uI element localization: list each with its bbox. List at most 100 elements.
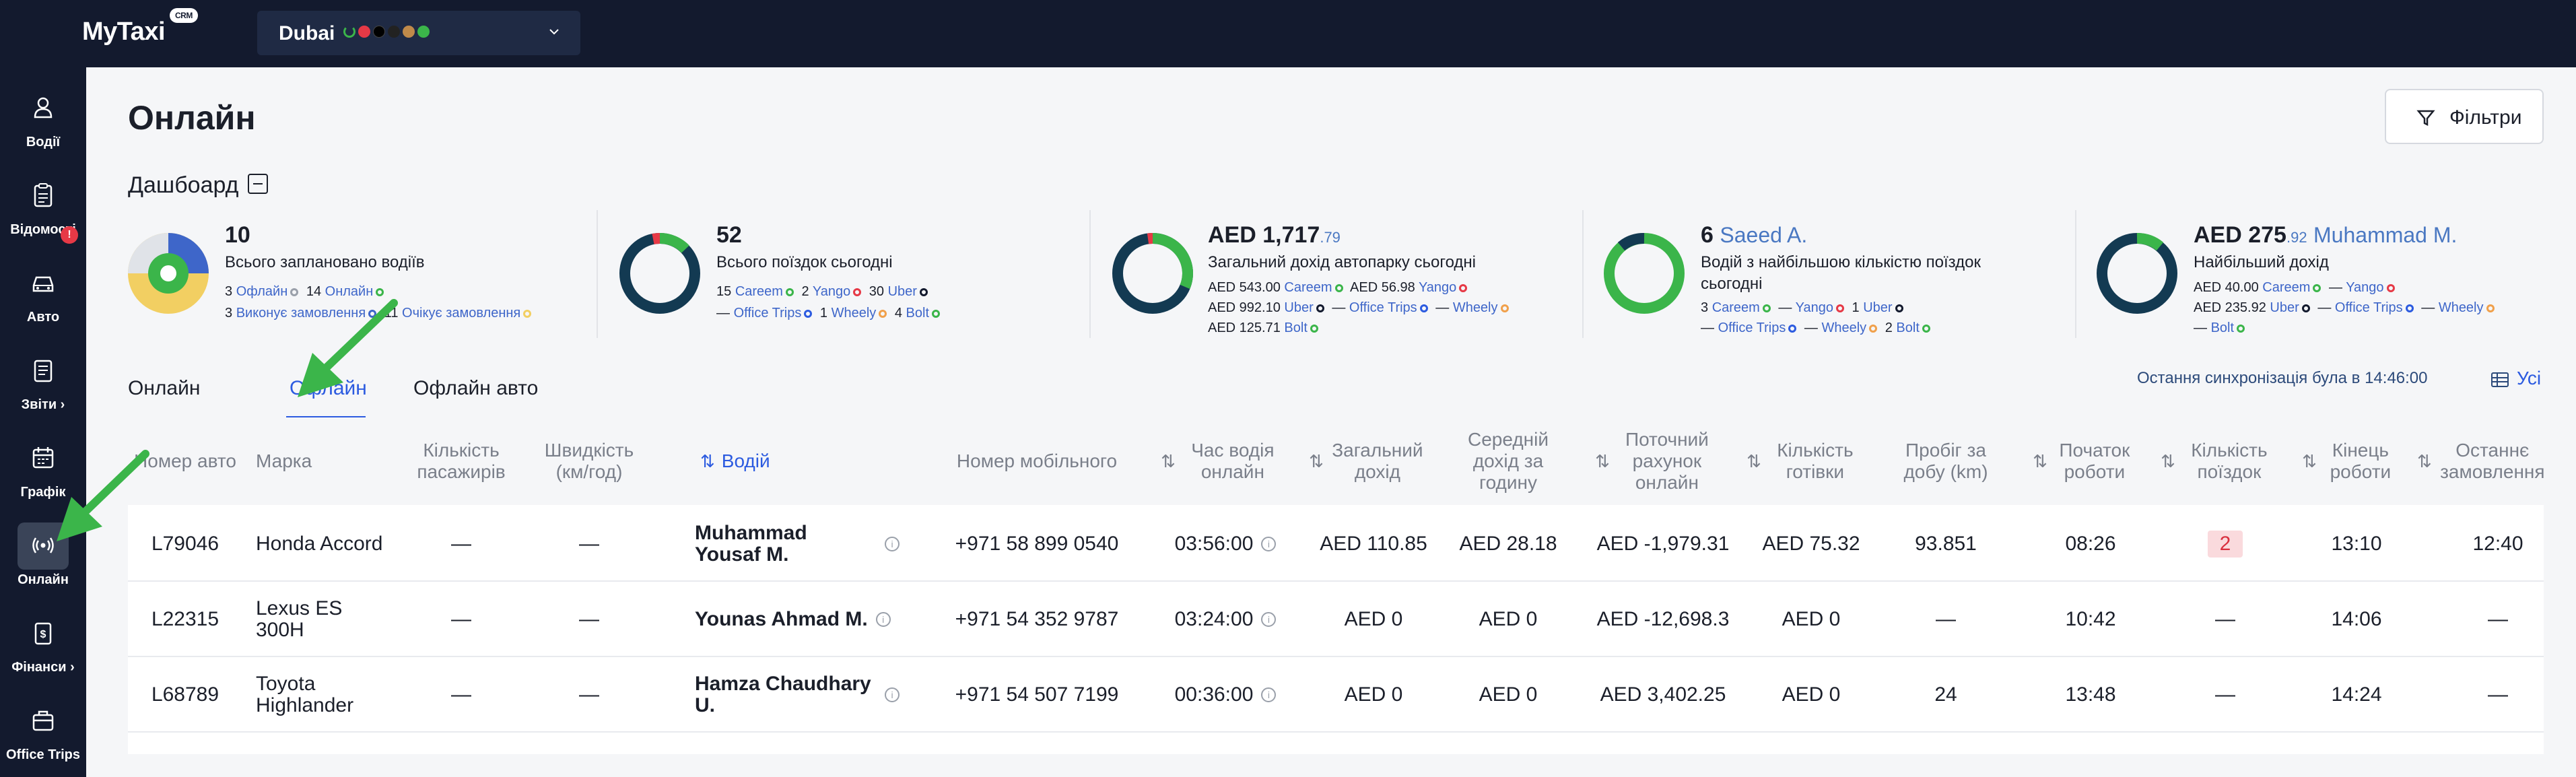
breakdown-label: Онлайн <box>325 284 374 299</box>
cell-mileage: — <box>1936 608 1956 630</box>
column-header-last-order[interactable]: ⇅ Останнє замовлення <box>2417 417 2544 505</box>
stat-value-main: AED 275 <box>2194 222 2286 248</box>
breakdown-label: Careem <box>735 284 783 299</box>
column-header-mileage[interactable]: Пробіг за добу (km) <box>1878 417 2013 505</box>
stat-value: 52 <box>716 222 742 248</box>
header-text: Водій <box>721 450 770 471</box>
loading-icon <box>343 26 355 38</box>
main-content: Онлайн Фільтри Дашбоард 10 Всього заплан… <box>86 67 2576 777</box>
header-text: Загальний дохід <box>1332 440 1423 482</box>
cell-car-number: L68789 <box>151 683 219 706</box>
sidebar-item-office-trips[interactable]: Office Trips <box>0 687 86 774</box>
info-icon[interactable]: i <box>1261 687 1277 702</box>
cell-end-time: 14:24 <box>2331 683 2382 706</box>
sidebar-item-finance[interactable]: $ Фінанси › <box>0 599 86 687</box>
column-header-driver[interactable]: ⇅ Водій <box>700 417 902 505</box>
header-text: Марка <box>256 450 312 471</box>
table-row[interactable]: L68789 Toyota Highlander — — Hamza Chaud… <box>128 657 2544 733</box>
column-header-avg-income[interactable]: Середній дохід за годину <box>1441 417 1575 505</box>
count: 2 <box>1885 320 1893 335</box>
filter-button[interactable]: Фільтри <box>2385 89 2544 144</box>
sidebar-item-label: Водії <box>26 135 61 149</box>
column-header-passengers[interactable]: Кількість пасажирів <box>397 417 525 505</box>
sidebar-item-online[interactable]: Онлайн <box>0 512 86 599</box>
tab-online[interactable]: Онлайн <box>128 377 201 399</box>
count: 3 <box>225 284 233 299</box>
column-header-total-income[interactable]: ⇅ Загальний дохід <box>1299 417 1434 505</box>
cell-driver[interactable]: Younas Ahmad M. i <box>695 582 924 657</box>
table-row[interactable]: L79046 Honda Accord — — Muhammad Yousaf … <box>128 506 2544 582</box>
stat-label: Всього заплановано водіїв <box>225 253 425 271</box>
briefcase-icon <box>32 710 54 731</box>
columns-all-label: Усі <box>2517 368 2542 388</box>
sidebar-item-reports[interactable]: Звіти › <box>0 337 86 424</box>
sidebar-item-drivers[interactable]: Водії <box>0 74 86 162</box>
stat-label: Загальний дохід автопарку сьогодні <box>1208 253 1477 271</box>
header-text: Кількість поїздок <box>2191 440 2268 482</box>
stat-breakdown: — Office Trips — Wheely 2 Bolt <box>1701 320 1934 336</box>
breakdown-label: Office Trips <box>2334 300 2403 315</box>
breakdown-label: Wheely <box>1452 300 1498 315</box>
breakdown-label: Yango <box>812 284 851 299</box>
header-text: Швидкість (км/год) <box>544 440 634 482</box>
sort-icon: ⇅ <box>1309 451 1324 471</box>
columns-all-button[interactable]: Усі <box>2491 368 2541 389</box>
app-logo[interactable]: MyTaxi CRM <box>82 8 198 46</box>
cell-passengers: — <box>451 533 471 555</box>
sidebar-item-label: Фінанси › <box>11 660 75 675</box>
cell-current-balance: AED -1,979.31 <box>1596 533 1730 555</box>
city-select[interactable]: Dubai <box>257 11 580 55</box>
stat-breakdown: AED 40.00 Careem — Yango <box>2194 280 2399 296</box>
column-header-online-time[interactable]: ⇅ Час водія онлайн <box>1151 417 1293 505</box>
column-header-current-balance[interactable]: ⇅ Поточний рахунок онлайн <box>1582 417 1730 505</box>
breakdown-label: Careem <box>1711 300 1760 315</box>
info-icon[interactable]: i <box>1261 537 1277 551</box>
count: 3 <box>225 306 233 320</box>
cell-driver[interactable]: Muhammad Yousaf M. i <box>695 506 924 582</box>
header-text: Номер мобільного <box>956 450 1118 471</box>
logo-badge: CRM <box>170 8 198 23</box>
cell-cash: AED 0 <box>1782 608 1841 630</box>
cell-current-balance: AED 3,402.25 <box>1600 683 1726 706</box>
column-header-mobile[interactable]: Номер мобільного <box>936 417 1138 505</box>
stat-breakdown: AED 235.92 Uber — Office Trips — Wheely <box>2194 300 2499 316</box>
sidebar-item-label: Онлайн <box>18 572 69 587</box>
sort-icon: ⇅ <box>1747 451 1761 471</box>
header-text: Кількість готівки <box>1777 440 1854 482</box>
sidebar-item-cars[interactable]: Авто <box>0 249 86 337</box>
amount: AED 992.10 <box>1208 300 1281 315</box>
driver-name-link[interactable]: Saeed A. <box>1720 223 1808 247</box>
column-header-speed[interactable]: Швидкість (км/год) <box>532 417 646 505</box>
dashboard-collapse-toggle[interactable] <box>248 174 268 194</box>
cell-mobile: +971 54 507 7199 <box>955 683 1119 706</box>
info-icon[interactable]: i <box>1261 612 1277 627</box>
amount: AED 543.00 <box>1208 280 1281 295</box>
stat-value-decimals: .79 <box>1320 229 1341 246</box>
cell-avg-income: AED 28.18 <box>1459 533 1557 555</box>
column-header-trips-count[interactable]: ⇅ Кількість поїздок <box>2155 417 2282 505</box>
column-header-end-time[interactable]: ⇅ Кінець роботи <box>2289 417 2410 505</box>
breakdown-label: Виконує замовлення <box>236 306 366 320</box>
cell-trips-count: — <box>2215 608 2235 630</box>
info-icon[interactable]: i <box>885 687 900 702</box>
column-header-brand[interactable]: Марка <box>256 417 377 505</box>
breakdown-label: Очікує замовлення <box>402 306 521 320</box>
column-header-cash[interactable]: ⇅ Кількість готівки <box>1737 417 1872 505</box>
sidebar-item-schedule[interactable]: Графік <box>0 424 86 512</box>
info-icon[interactable]: i <box>875 612 891 627</box>
table-row[interactable]: L22315 Lexus ES 300H — — Younas Ahmad M.… <box>128 582 2544 657</box>
driver-name-link[interactable]: Muhammad M. <box>2313 223 2458 247</box>
cell-driver[interactable]: Hamza Chaudhary U. i <box>695 657 924 733</box>
sidebar-item-statements[interactable]: Відомості <box>0 162 86 249</box>
header-text: Пробіг за добу (km) <box>1903 440 1988 482</box>
column-header-car-number[interactable]: Номер авто <box>128 417 242 505</box>
info-icon[interactable]: i <box>885 537 900 551</box>
tab-offline-cars[interactable]: Офлайн авто <box>413 377 539 399</box>
sort-icon: ⇅ <box>700 451 715 471</box>
income-donut-chart <box>1112 233 1193 314</box>
cell-speed: — <box>579 683 599 706</box>
cell-start-time: 13:48 <box>2065 683 2116 706</box>
column-header-start-time[interactable]: ⇅ Початок роботи <box>2020 417 2148 505</box>
stat-label: Водій з найбільшою кількістю поїздок <box>1701 253 1981 271</box>
top-driver-donut-chart <box>1604 233 1685 314</box>
